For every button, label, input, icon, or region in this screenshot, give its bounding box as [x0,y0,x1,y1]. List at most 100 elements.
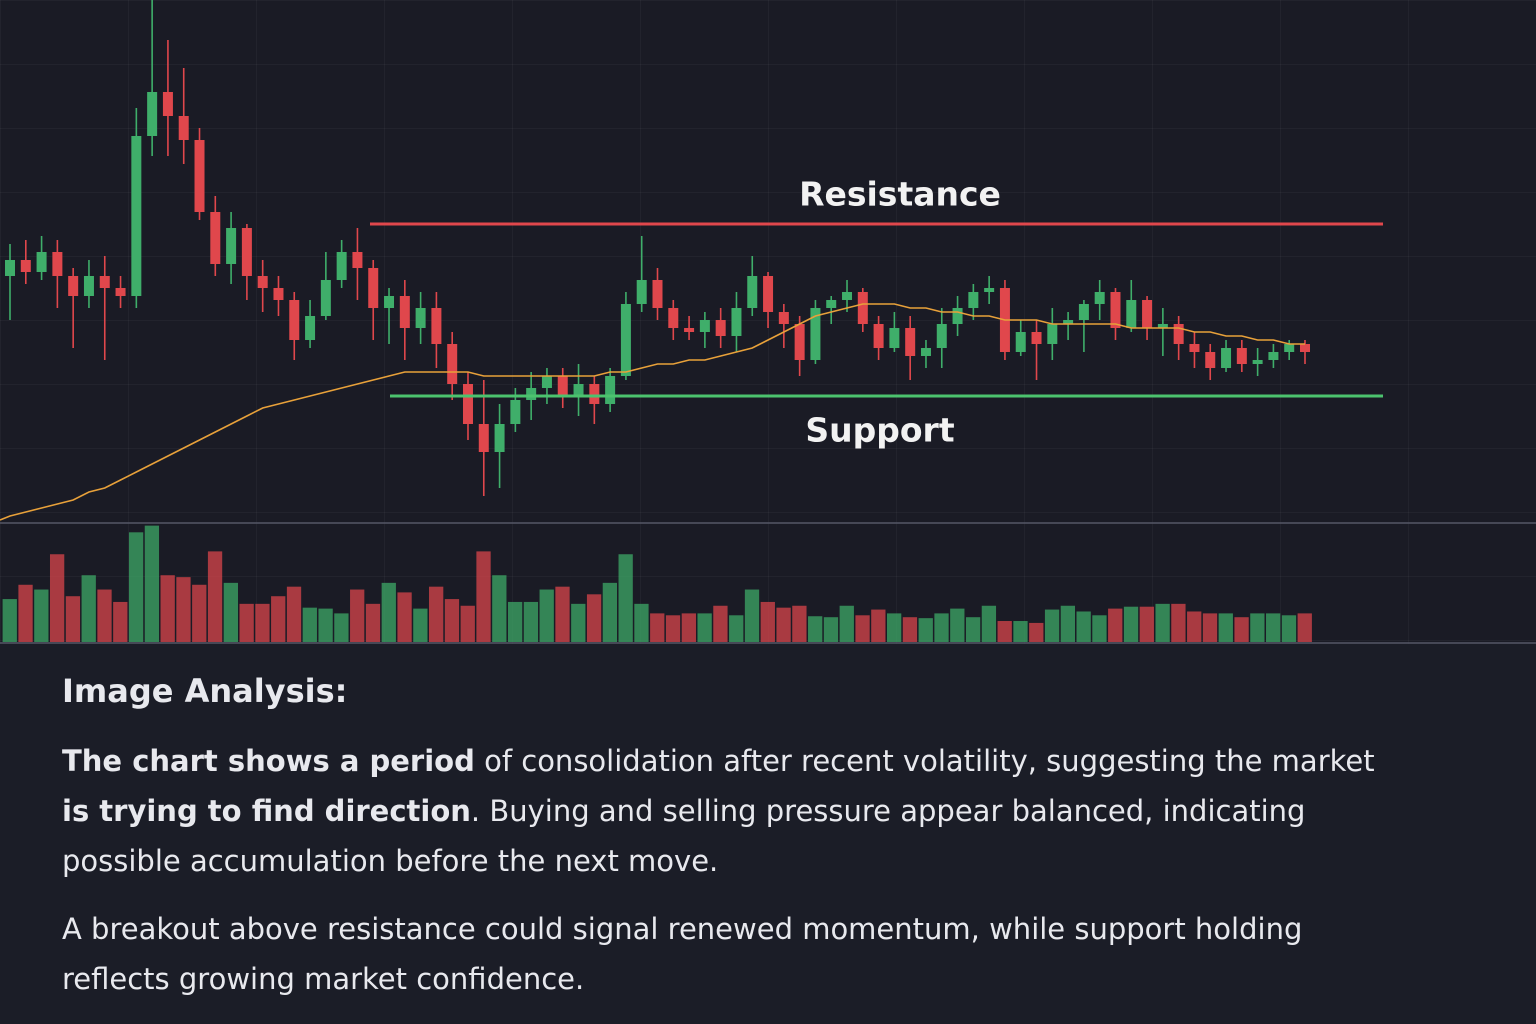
volume-bar [1076,611,1091,642]
volume-bar [429,586,444,642]
volume-bar [397,592,412,642]
candle-body [257,276,268,288]
candle-body [478,424,489,452]
candle-body [131,136,142,296]
volume-bar [571,603,586,642]
volume-bar [444,599,460,642]
moving-average [0,303,1305,521]
candle-body [83,276,94,296]
volume-bar [981,605,997,642]
candle-body [210,212,221,264]
candle-body [557,376,568,396]
volume-bar [192,584,207,642]
volume-bar [1123,606,1139,642]
volume-bar [207,551,223,642]
candle-body [636,280,647,304]
volume-bar [1013,621,1028,642]
candle-body [273,288,284,300]
candle-body [952,308,963,324]
bold-text: is trying to find direction [62,794,471,828]
candle-body [1015,332,1026,352]
candle-body [36,252,47,272]
candle-body [1221,348,1232,368]
candle-body [510,400,521,424]
volume-bar [1250,613,1265,642]
candle-body [1236,348,1247,364]
volume-bar [555,586,570,642]
candle-body [968,292,979,308]
candle-body [1063,320,1074,324]
volume-bar [1108,608,1123,642]
volume-bar [65,596,81,642]
candle-body [178,116,189,140]
volume-bar [1044,609,1060,642]
volume-bar [934,613,949,642]
candle-body [668,308,679,328]
candle-body [1205,352,1216,368]
volume-bar [18,584,33,642]
volume-bar [776,607,791,642]
candle-body [1031,332,1042,344]
volume-bar [492,575,507,642]
candle-body [747,276,758,308]
candle-body [384,296,395,308]
text: of consolidation after recent volatility… [474,744,1375,778]
volume-bar [271,596,286,642]
candle-body [241,228,252,276]
volume-bar [1029,622,1044,642]
volume-bar [2,599,17,642]
volume-bar [886,613,902,642]
candle-body [842,292,853,300]
candle-body [1094,292,1105,304]
candle-body [5,260,15,276]
volume-bar [144,525,160,642]
volume-bar [381,582,396,642]
analysis: Image Analysis: The chart shows a period… [62,672,1392,1022]
volume-bar [81,575,96,642]
candle-body [905,328,916,356]
volume-bar [97,589,112,642]
volume-bar [918,618,933,642]
candle-body [984,288,995,292]
volume-bar [34,589,49,642]
analysis-paragraph: A breakout above resistance could signal… [62,904,1392,1004]
volume-bar [523,601,539,642]
volume-bar [1060,605,1076,642]
candle-body [541,376,552,388]
level-label: Resistance [799,175,1001,214]
candle-body [368,268,379,308]
candle-body [336,252,347,280]
candle-body [873,324,884,348]
candle-body [826,300,837,308]
volume-bar [334,613,349,642]
candle-body [147,92,158,136]
volume-bar [823,617,839,642]
candle-body [936,324,947,348]
candle-body [1126,300,1137,328]
volume-bar [1234,617,1249,642]
volume-bar [460,605,475,642]
volume-bar [160,575,175,642]
candle-body [731,308,742,336]
candle-body [526,388,537,400]
candle-body [68,276,79,296]
chart: Resistance Support [0,0,1536,644]
volume-bar [650,613,665,642]
candle-body [415,308,426,328]
candle-body [462,384,473,424]
volume-bar [1281,615,1297,642]
volume-bar [871,609,886,642]
volume-bar [792,605,807,642]
candle-body [1284,344,1295,352]
candle-body [52,252,63,276]
candle-body [399,296,410,328]
volume-bar [634,603,649,642]
volume-bar [176,577,191,642]
candle-body [162,92,173,116]
volume-bar [1297,613,1312,642]
candle-body [115,288,126,296]
volume-bar [1187,611,1202,642]
analysis-paragraph: The chart shows a period of consolidatio… [62,736,1392,886]
volume-bar [350,589,365,642]
volume-bar [997,621,1012,642]
